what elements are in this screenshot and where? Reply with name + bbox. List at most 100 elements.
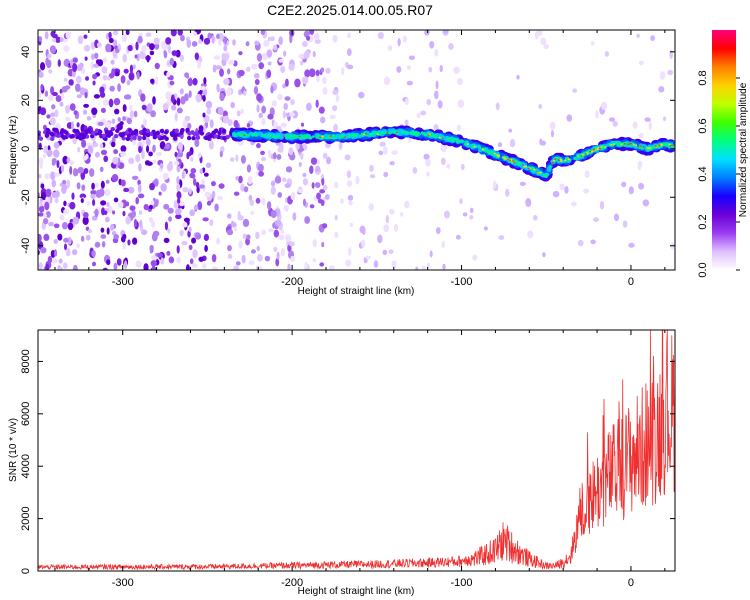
heatmap-noise-cell bbox=[540, 140, 546, 146]
heatmap-noise-cell bbox=[80, 198, 84, 204]
heatmap-noise-cell bbox=[136, 71, 140, 80]
heatmap-ridge-cell bbox=[634, 144, 638, 147]
heatmap-noise-cell bbox=[235, 261, 241, 266]
heatmap-noise-cell bbox=[309, 204, 315, 209]
heatmap-noise-cell bbox=[87, 229, 93, 234]
heatmap-noise-cell bbox=[44, 201, 50, 211]
heatmap-noise-cell bbox=[441, 240, 446, 248]
heatmap-ridge-cell bbox=[567, 158, 571, 161]
heatmap-noise-cell bbox=[133, 110, 138, 118]
heatmap-noise-cell bbox=[393, 223, 399, 232]
heatmap-noise-cell bbox=[182, 221, 188, 228]
heatmap-noise-cell bbox=[260, 156, 267, 162]
heatmap-noise-cell bbox=[271, 100, 278, 107]
heatmap-noise-cell bbox=[90, 61, 94, 70]
heatmap-ridge-cell bbox=[365, 133, 367, 135]
heatmap-ridge-cell bbox=[573, 157, 577, 161]
heatmap-noise-cell bbox=[289, 112, 295, 117]
heatmap-noise-cell bbox=[314, 182, 321, 188]
heatmap-noise-cell bbox=[143, 203, 149, 211]
heatmap-noise-cell bbox=[388, 249, 394, 254]
heatmap-noise-cell bbox=[226, 87, 232, 97]
heatmap-noise-cell bbox=[135, 196, 140, 205]
heatmap-noise-cell bbox=[590, 41, 595, 46]
heatmap-band-cell bbox=[91, 130, 96, 136]
heatmap-noise-cell bbox=[284, 78, 289, 87]
heatmap-noise-cell bbox=[141, 139, 146, 147]
heatmap-ridge-cell bbox=[387, 128, 393, 133]
heatmap-noise-cell bbox=[148, 204, 153, 210]
heatmap-noise-cell bbox=[203, 37, 211, 45]
heatmap-noise-cell bbox=[44, 173, 51, 180]
heatmap-noise-cell bbox=[176, 97, 181, 106]
heatmap-noise-cell bbox=[315, 69, 320, 77]
heatmap-ridge-cell bbox=[481, 148, 485, 151]
heatmap-noise-cell bbox=[346, 170, 351, 179]
heatmap-noise-cell bbox=[94, 182, 99, 189]
heatmap-noise-cell bbox=[274, 176, 282, 184]
heatmap-noise-cell bbox=[331, 105, 338, 112]
heatmap-noise-cell bbox=[128, 157, 135, 165]
heatmap-noise-cell bbox=[543, 43, 549, 50]
heatmap-noise-cell bbox=[253, 85, 259, 95]
heatmap-noise-cell bbox=[335, 94, 340, 103]
heatmap-noise-cell bbox=[429, 250, 433, 258]
heatmap-ridge-cell bbox=[604, 146, 607, 149]
heatmap-noise-cell bbox=[111, 68, 116, 78]
heatmap-noise-cell bbox=[600, 101, 608, 110]
heatmap-noise-cell bbox=[408, 55, 416, 60]
heatmap-noise-cell bbox=[129, 64, 134, 74]
snr-ytick-label: 0 bbox=[20, 568, 32, 574]
heatmap-noise-cell bbox=[550, 129, 554, 138]
heatmap-noise-cell bbox=[272, 222, 276, 229]
snr-panel: -300 -200 -100 0 0 2000 4000 6000 8000 Height of… bbox=[8, 329, 676, 597]
heatmap-ridge-cell bbox=[438, 136, 441, 139]
heatmap-noise-cell bbox=[621, 181, 627, 188]
heatmap-noise-cell bbox=[248, 260, 255, 265]
heatmap-ridge-cell bbox=[645, 148, 649, 151]
heatmap-noise-cell bbox=[197, 152, 202, 159]
heatmap-noise-cell bbox=[216, 33, 220, 39]
heatmap-band-cell bbox=[198, 129, 203, 134]
heatmap-noise-cell bbox=[287, 263, 291, 270]
heatmap-noise-cell bbox=[163, 50, 168, 59]
heatmap-noise-cell bbox=[224, 36, 228, 45]
heatmap-noise-cell bbox=[61, 221, 68, 230]
heatmap-noise-cell bbox=[644, 117, 651, 122]
heatmap-ridge-cell bbox=[551, 163, 553, 165]
heatmap-noise-cell bbox=[236, 110, 241, 117]
heatmap-noise-cell bbox=[110, 126, 115, 132]
heatmap-ridge-cell bbox=[451, 138, 455, 141]
heatmap-noise-cell bbox=[628, 186, 634, 195]
heatmap-noise-cell bbox=[100, 234, 107, 239]
heatmap-noise-cell bbox=[206, 200, 212, 206]
heatmap-ridge-cell bbox=[539, 171, 542, 174]
heatmap-noise-cell bbox=[48, 69, 53, 74]
heatmap-noise-cell bbox=[194, 232, 202, 240]
heatmap-noise-cell bbox=[165, 37, 172, 45]
heatmap-noise-cell bbox=[68, 79, 74, 86]
heatmap-noise-cell bbox=[233, 265, 240, 270]
heatmap-ridge-cell bbox=[325, 136, 329, 140]
heatmap-noise-cell bbox=[128, 72, 135, 81]
heatmap-noise-cell bbox=[269, 36, 275, 42]
heatmap-ridge-cell bbox=[261, 134, 265, 137]
heatmap-noise-cell bbox=[107, 76, 111, 81]
heatmap-ytick-label: -20 bbox=[20, 189, 32, 205]
heatmap-noise-cell bbox=[146, 103, 153, 112]
heatmap-ridge-cell bbox=[512, 160, 515, 162]
heatmap-band-cell bbox=[132, 135, 137, 141]
heatmap-band-cell bbox=[50, 136, 55, 142]
heatmap-noise-cell bbox=[135, 260, 142, 268]
heatmap-noise-cell bbox=[538, 103, 543, 109]
heatmap-ridge-cell bbox=[593, 148, 595, 151]
snr-ticks: -300 -200 -100 0 0 2000 4000 6000 8000 bbox=[20, 330, 675, 589]
heatmap-ridge-cell bbox=[429, 134, 433, 138]
heatmap-ridge-cell bbox=[507, 158, 509, 160]
heatmap-noise-cell bbox=[174, 112, 178, 122]
heatmap-noise-cell bbox=[62, 179, 67, 185]
heatmap-noise-cell bbox=[319, 189, 326, 194]
heatmap-band-cell bbox=[52, 127, 57, 132]
heatmap-ridge-cell bbox=[533, 168, 536, 171]
heatmap-ridge-cell bbox=[243, 134, 246, 137]
